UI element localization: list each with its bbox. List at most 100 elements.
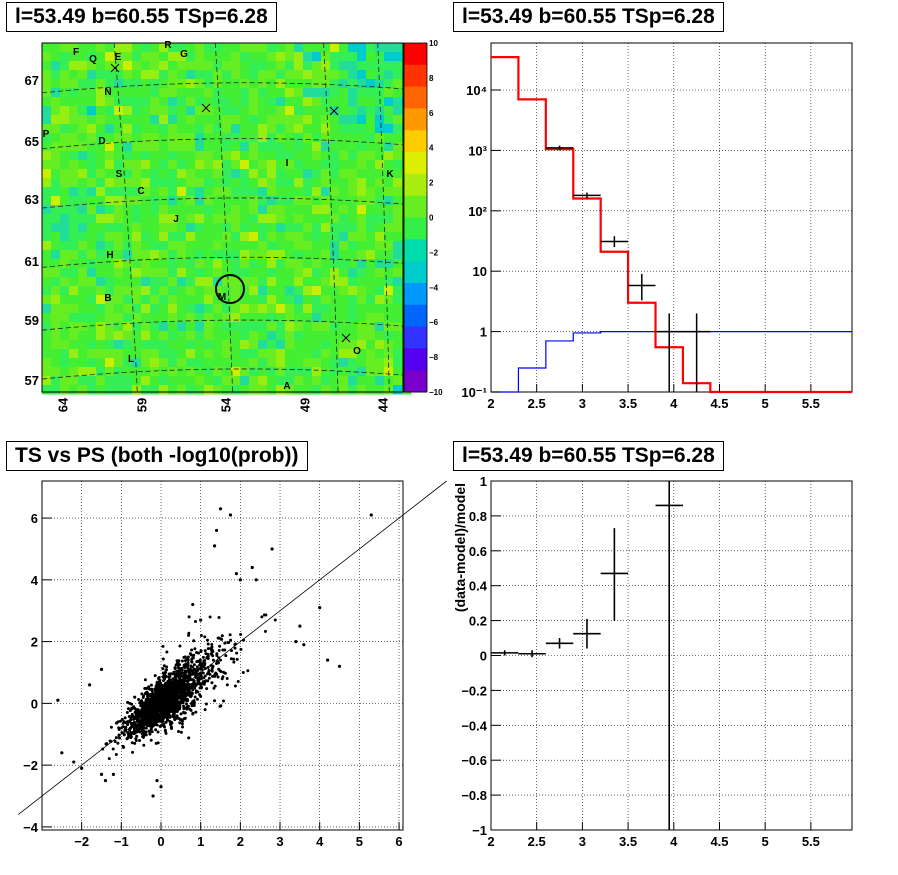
heatmap-cell <box>339 160 349 170</box>
heatmap-cell <box>294 124 304 134</box>
heatmap-cell <box>114 268 124 278</box>
heatmap-cell <box>123 286 133 296</box>
scatter-point <box>177 716 181 720</box>
heatmap-cell <box>195 205 205 215</box>
heatmap-cell <box>168 88 178 98</box>
scatter-point <box>182 710 186 714</box>
heatmap-cell <box>204 223 214 233</box>
heatmap-cell <box>213 205 223 215</box>
source-label: K <box>386 169 394 180</box>
heatmap-cell <box>204 79 214 89</box>
residual-chart[interactable]: 2 2.5 3 3.5 4 4.5 5 5.5−1−0.8−0.6−0.4−0.200.20.… <box>449 438 898 875</box>
scatter-point <box>158 685 162 689</box>
heatmap-cell <box>348 223 358 233</box>
y-tick-label: 65 <box>25 134 39 149</box>
heatmap-cell <box>222 268 232 278</box>
scatter-point <box>187 633 191 637</box>
heatmap-cell <box>249 169 259 179</box>
heatmap-cell <box>285 385 295 395</box>
heatmap-cell <box>114 79 124 89</box>
heatmap-cell <box>339 295 349 305</box>
heatmap-cell <box>159 61 169 71</box>
scatter-point <box>130 707 134 711</box>
scatter-point <box>178 721 182 725</box>
heatmap-cell <box>384 124 394 134</box>
heatmap-cell <box>357 169 367 179</box>
heatmap-cell <box>123 79 133 89</box>
heatmap-cell <box>249 223 259 233</box>
heatmap-cell <box>276 223 286 233</box>
heatmap-cell <box>393 88 403 98</box>
heatmap-cell <box>267 214 277 224</box>
heatmap-cell <box>141 142 151 152</box>
scatter-point <box>155 723 159 727</box>
heatmap-cell <box>159 106 169 116</box>
heatmap-cell <box>339 367 349 377</box>
scatter-point <box>219 637 223 641</box>
scatter-point <box>208 672 212 676</box>
heatmap-cell <box>186 340 196 350</box>
heatmap-cell <box>177 358 187 368</box>
scatter-point <box>99 667 104 671</box>
heatmap-cell <box>132 70 142 80</box>
scatter-point <box>130 712 134 716</box>
heatmap-cell <box>51 133 61 143</box>
heatmap-cell <box>222 259 232 269</box>
heatmap-cell <box>366 349 376 359</box>
source-label: O <box>353 346 361 357</box>
scatter-point <box>200 667 204 671</box>
heatmap-cell <box>195 97 205 107</box>
scatter-point <box>60 751 64 755</box>
scatter-point <box>122 732 126 736</box>
x-tick-label: −2 <box>74 834 89 849</box>
heatmap-cell <box>348 304 358 314</box>
heatmap-cell <box>141 115 151 125</box>
heatmap-cell <box>267 160 277 170</box>
heatmap-cell <box>267 340 277 350</box>
heatmap-cell <box>132 43 142 53</box>
scatter-point <box>195 697 199 701</box>
heatmap-cell <box>222 160 232 170</box>
heatmap-cell <box>96 223 106 233</box>
heatmap-cell <box>213 331 223 341</box>
heatmap-cell <box>249 43 259 53</box>
heatmap-cell <box>312 106 322 116</box>
heatmap-cell <box>195 169 205 179</box>
scatter-point <box>135 718 139 722</box>
heatmap-cell <box>366 88 376 98</box>
heatmap-cell <box>195 313 205 323</box>
scatter-point <box>168 720 172 724</box>
scatter-point <box>120 717 124 721</box>
heatmap-cell <box>42 385 52 395</box>
heatmap-cell <box>141 169 151 179</box>
heatmap-cell <box>222 133 232 143</box>
heatmap-cell <box>51 232 61 242</box>
heatmap-cell <box>150 232 160 242</box>
scatter-point <box>182 717 186 721</box>
heatmap-cell <box>213 250 223 260</box>
heatmap-cell <box>267 205 277 215</box>
heatmap-cell <box>168 331 178 341</box>
heatmap-cell <box>303 187 313 197</box>
heatmap-cell <box>384 304 394 314</box>
heatmap-cell <box>366 115 376 125</box>
heatmap-cell <box>159 205 169 215</box>
scatter-point <box>144 730 148 734</box>
heatmap-cell <box>123 385 133 395</box>
heatmap-cell <box>60 88 70 98</box>
heatmap-cell <box>249 133 259 143</box>
heatmap-cell <box>132 322 142 332</box>
heatmap-cell <box>357 106 367 116</box>
heatmap-cell <box>186 322 196 332</box>
heatmap-cell <box>51 106 61 116</box>
heatmap-cell <box>249 322 259 332</box>
heatmap-cell <box>51 43 61 53</box>
heatmap-cell <box>294 133 304 143</box>
scatter-point <box>205 687 209 691</box>
heatmap-cell <box>123 70 133 80</box>
heatmap-cell <box>213 61 223 71</box>
heatmap-cell <box>321 214 331 224</box>
